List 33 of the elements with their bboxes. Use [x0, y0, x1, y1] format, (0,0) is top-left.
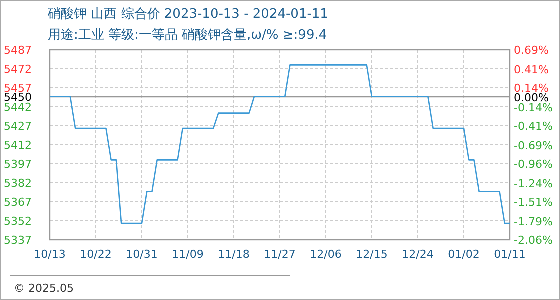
y2-tick-label: -0.69%: [514, 139, 553, 152]
y-tick-label: 5472: [4, 63, 32, 76]
y-tick-label: 5412: [4, 139, 32, 152]
x-tick-label: 10/13: [34, 248, 66, 261]
x-tick-label: 11/18: [218, 248, 250, 261]
y2-tick-label: 0.69%: [514, 44, 549, 57]
x-tick-label: 12/24: [402, 248, 434, 261]
y2-tick-label: -1.79%: [514, 215, 553, 228]
y2-tick-label: -2.06%: [514, 234, 553, 247]
x-tick-label: 01/02: [448, 248, 480, 261]
y-tick-label: 5487: [4, 44, 32, 57]
chart-title: 硝酸钾 山西 综合价 2023-10-13 - 2024-01-11: [47, 7, 328, 22]
y2-tick-label: -0.41%: [514, 120, 553, 133]
x-tick-label: 12/15: [356, 248, 388, 261]
x-tick-label: 10/31: [126, 248, 158, 261]
x-tick-label: 11/27: [264, 248, 296, 261]
x-tick-label: 10/22: [80, 248, 112, 261]
y-tick-label: 5442: [4, 101, 32, 114]
text: © 2025.05: [14, 282, 74, 295]
y-tick-label: 5337: [4, 234, 32, 247]
y2-tick-label: -1.51%: [514, 196, 553, 209]
x-tick-label: 11/09: [172, 248, 204, 261]
chart-subtitle: 用途:工业 等级:一等品 硝酸钾含量,ω/% ≥:99.4: [48, 28, 328, 43]
y-tick-label: 5367: [4, 196, 32, 209]
y-tick-label: 5352: [4, 215, 32, 228]
y-tick-label: 5397: [4, 158, 32, 171]
x-tick-label: 12/06: [310, 248, 342, 261]
x-tick-label: 01/11: [494, 248, 526, 261]
y2-tick-label: -1.24%: [514, 177, 553, 190]
y2-tick-label: 0.41%: [514, 63, 549, 76]
y-tick-label: 5427: [4, 120, 32, 133]
y2-tick-label: -0.96%: [514, 158, 553, 171]
y-tick-label: 5382: [4, 177, 32, 190]
